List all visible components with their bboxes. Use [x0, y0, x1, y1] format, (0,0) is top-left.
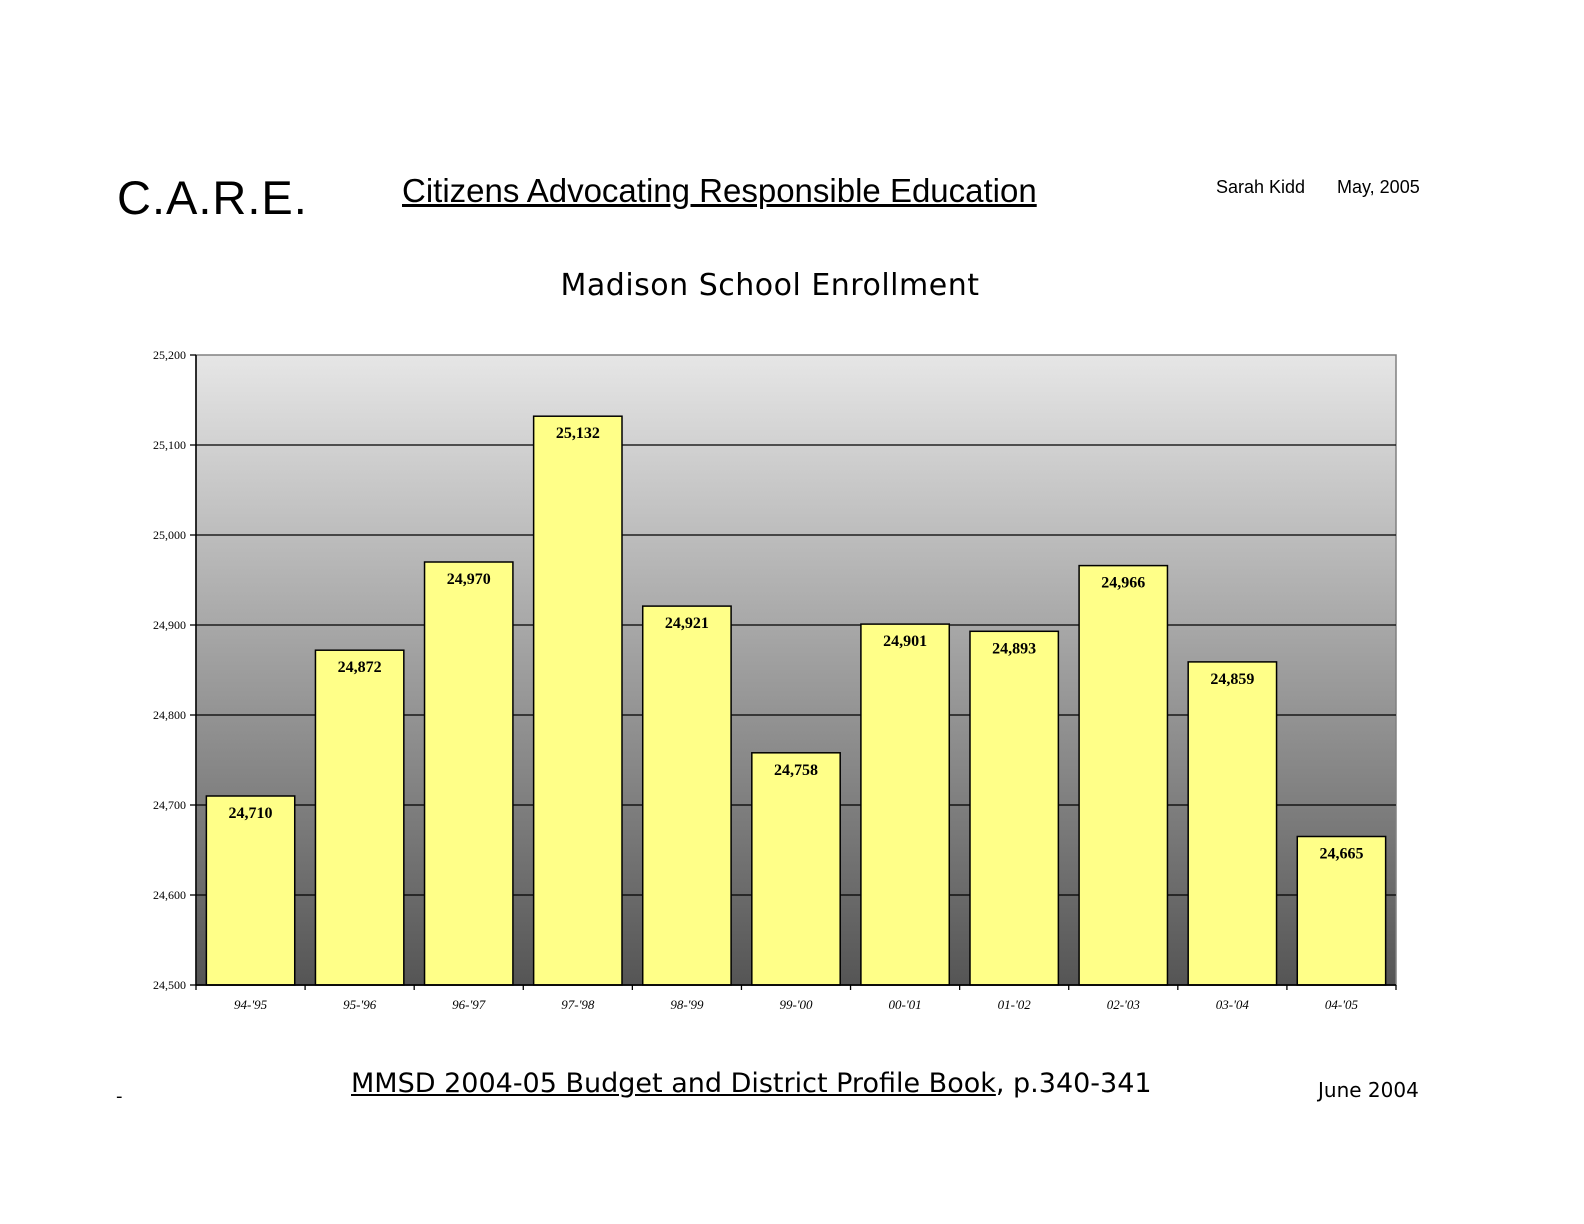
data-label: 24,665 [1319, 846, 1363, 863]
bar-series [205, 415, 1387, 986]
x-tick-label: 98-'99 [670, 997, 704, 1012]
y-tick-label: 24,500 [153, 978, 186, 992]
y-tick-label: 25,200 [153, 348, 186, 362]
data-label: 24,758 [774, 762, 818, 779]
data-label: 24,859 [1210, 671, 1254, 688]
stray-mark: - [116, 1086, 123, 1107]
author-name: Sarah Kidd [1216, 177, 1306, 197]
y-tick-label: 24,900 [153, 618, 186, 632]
data-label: 24,970 [447, 571, 491, 588]
x-tick-label: 03-'04 [1216, 997, 1250, 1012]
x-axis: 94-'95 95-'96 96-'97 97-'98 98-'99 99-'00 00-'… [195, 984, 1397, 1012]
y-tick-label: 25,000 [153, 528, 186, 542]
data-label: 25,132 [556, 425, 600, 442]
source-date: June 2004 [1318, 1078, 1419, 1102]
y-tick-label: 25,100 [153, 438, 186, 452]
bar [314, 649, 405, 986]
data-label: 24,710 [229, 805, 273, 822]
source-pages: , p.340-341 [995, 1068, 1152, 1099]
data-label: 24,893 [992, 640, 1036, 657]
source-reference: MMSD 2004-05 Budget and District Profile… [351, 1068, 996, 1099]
bar [423, 561, 514, 986]
x-tick-label: 97-'98 [561, 997, 595, 1012]
y-tick-label: 24,800 [153, 708, 186, 722]
data-label: 24,966 [1101, 575, 1145, 592]
org-full-name: Citizens Advocating Responsible Educatio… [402, 172, 1037, 209]
chart-title: Madison School Enrollment [560, 268, 980, 303]
data-label: 24,872 [338, 659, 382, 676]
bar [1078, 564, 1169, 986]
data-label: 24,901 [883, 633, 927, 650]
org-abbreviation: C.A.R.E. [117, 171, 308, 224]
x-tick-label: 01-'02 [998, 997, 1032, 1012]
bar [532, 415, 623, 986]
data-label: 24,921 [665, 615, 709, 632]
bar [205, 795, 296, 986]
x-tick-label: 95-'96 [343, 997, 377, 1012]
bar [969, 630, 1060, 986]
x-tick-label: 96-'97 [452, 997, 486, 1012]
x-tick-label: 94-'95 [234, 997, 268, 1012]
y-axis: 24,500 24,600 24,700 24,800 24,900 25,000 25,1… [153, 348, 197, 992]
bar [1187, 661, 1278, 986]
bar [641, 605, 732, 986]
document-date: May, 2005 [1337, 177, 1420, 197]
bar [751, 752, 841, 986]
x-tick-label: 99-'00 [779, 997, 813, 1012]
source-citation: MMSD 2004-05 Budget and District Profile… [351, 1068, 1152, 1099]
y-tick-label: 24,700 [153, 798, 186, 812]
x-tick-label: 04-'05 [1325, 997, 1359, 1012]
bar [860, 623, 951, 986]
x-tick-label: 02-'03 [1107, 997, 1141, 1012]
value-labels: 24,710 24,872 24,970 25,132 24,921 24,758 24,9… [229, 425, 1364, 862]
x-tick-label: 00-'01 [889, 997, 922, 1012]
y-tick-label: 24,600 [153, 888, 186, 902]
